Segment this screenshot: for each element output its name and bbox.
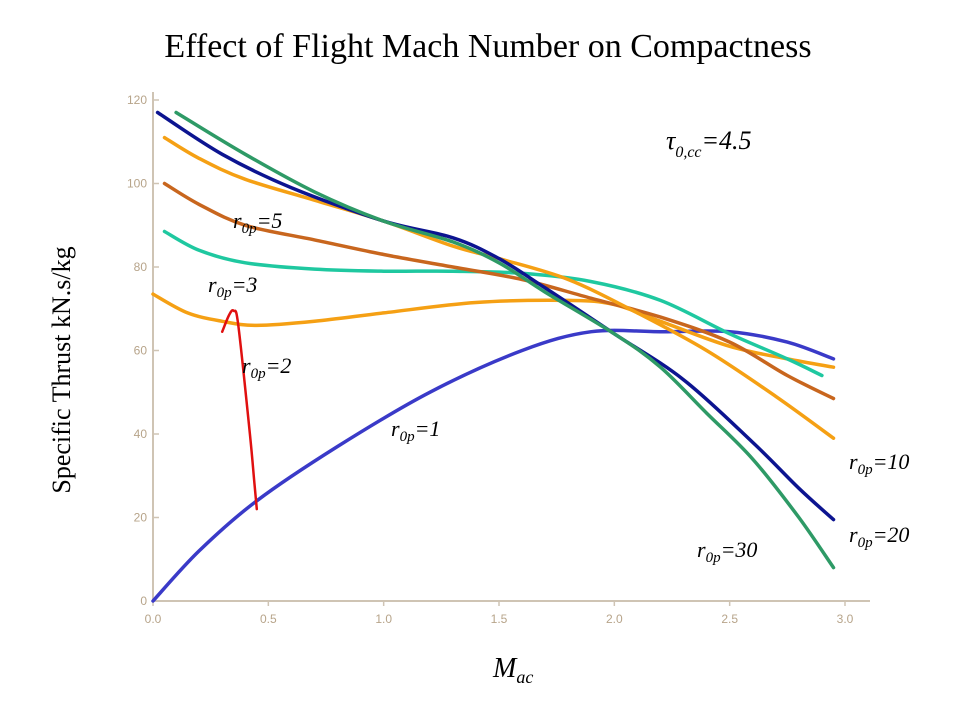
y-tick-label: 100 bbox=[127, 177, 147, 191]
series-label-r0p-2: r0p=2 bbox=[242, 353, 291, 382]
x-tick-label: 0.5 bbox=[260, 612, 277, 626]
series-label-r0p-3: r0p=3 bbox=[208, 272, 257, 301]
series-line-r0p-2 bbox=[151, 292, 836, 369]
series-line-r0p-5 bbox=[162, 181, 836, 401]
chart-title: Effect of Flight Mach Number on Compactn… bbox=[164, 28, 811, 65]
series-lines bbox=[151, 110, 836, 603]
x-tick-label: 1.5 bbox=[491, 612, 508, 626]
y-tick-label: 80 bbox=[134, 260, 148, 274]
red-annotation-stroke bbox=[220, 309, 259, 511]
series-label-r0p-20: r0p=20 bbox=[849, 522, 909, 551]
series-line-r0p-20 bbox=[155, 110, 836, 522]
series-labels: r0p=5 r0p=3 r0p=2 r0p=1 r0p=10 r0p=20 r0p=30 bbox=[208, 208, 909, 566]
y-tick-label: 20 bbox=[134, 511, 148, 525]
x-tick-label: 2.0 bbox=[606, 612, 623, 626]
series-label-r0p-10: r0p=10 bbox=[849, 449, 909, 478]
x-tick-label: 1.0 bbox=[375, 612, 392, 626]
x-tick-label: 0.0 bbox=[145, 612, 162, 626]
y-tick-label: 0 bbox=[140, 594, 147, 608]
annotation-stroke bbox=[220, 309, 259, 511]
series-line-r0p-1 bbox=[151, 328, 836, 603]
series-label-r0p-1: r0p=1 bbox=[391, 416, 440, 445]
y-axis-label: Specific Thrust kN.s/kg bbox=[47, 246, 76, 493]
series-line-r0p-30 bbox=[174, 110, 836, 570]
series-label-r0p-5: r0p=5 bbox=[233, 208, 282, 237]
series-label-r0p-30: r0p=30 bbox=[697, 537, 757, 566]
tau-annotation: τ0,cc=4.5 bbox=[666, 126, 752, 161]
y-tick-label: 60 bbox=[134, 344, 148, 358]
series-line-r0p-3 bbox=[162, 229, 824, 378]
x-axis-label: Mac bbox=[492, 653, 533, 687]
x-tick-label: 2.5 bbox=[721, 612, 738, 626]
series-line-r0p-10 bbox=[162, 135, 836, 440]
y-tick-label: 120 bbox=[127, 93, 147, 107]
tick-labels: 0.0 0.5 1.0 1.5 2.0 2.5 3.0 0 20 40 60 80 100 120 bbox=[127, 93, 854, 626]
y-tick-label: 40 bbox=[134, 427, 148, 441]
axes bbox=[152, 92, 870, 602]
x-tick-label: 3.0 bbox=[837, 612, 854, 626]
